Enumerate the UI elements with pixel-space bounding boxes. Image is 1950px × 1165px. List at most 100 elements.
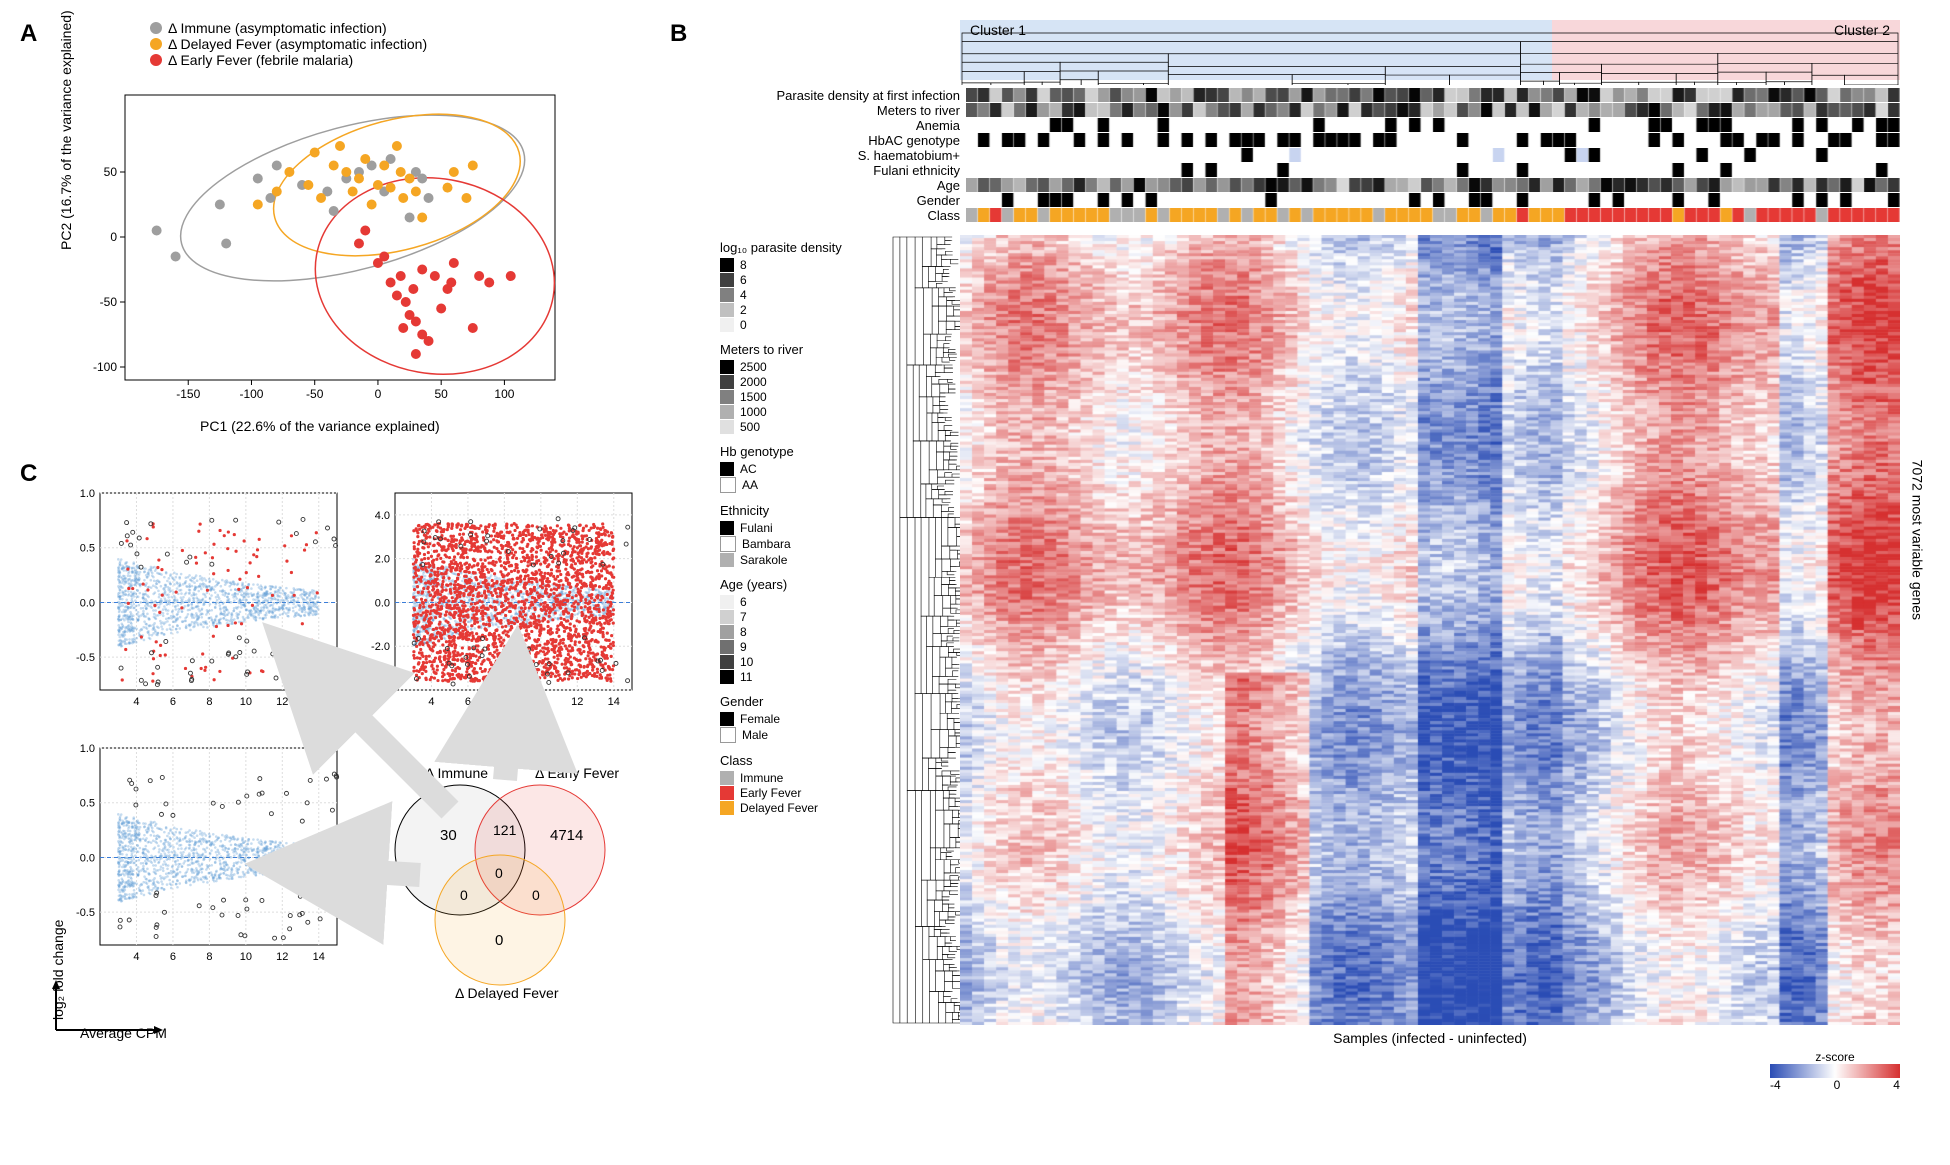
- legend-swatch-icon: [720, 420, 734, 434]
- zscore-colorbar: z-score -4 0 4: [1770, 1050, 1900, 1092]
- panel-a-legend: Δ Immune (asymptomatic infection) Δ Dela…: [150, 20, 427, 68]
- legend-item: 1500: [720, 390, 880, 404]
- legend-item: 10: [720, 655, 880, 669]
- legend-item-label: 4: [740, 288, 747, 302]
- svg-text:50: 50: [434, 387, 448, 401]
- legend-item-label: Bambara: [742, 537, 791, 551]
- svg-text:4: 4: [428, 696, 434, 708]
- legend-item: 2500: [720, 360, 880, 374]
- legend-swatch-icon: [720, 318, 734, 332]
- legend-hb: Hb genotype ACAA: [720, 444, 880, 493]
- legend-item: Female: [720, 712, 880, 726]
- annot-label: Class: [670, 208, 966, 223]
- legend-item-label: 500: [740, 420, 760, 434]
- legend-class: ClassImmuneEarly FeverDelayed Fever: [720, 753, 880, 815]
- legend-item: Bambara: [720, 536, 880, 552]
- legend-title: Hb genotype: [720, 444, 880, 459]
- column-dendrogram: [960, 30, 1900, 85]
- svg-text:-100: -100: [93, 360, 117, 374]
- annotation-block: Parasite density at first infection Mete…: [670, 88, 1900, 223]
- legend-swatch-icon: [720, 625, 734, 639]
- panel-c: C 468101214-0.50.00.51.0 468101214-4.0-2…: [20, 440, 650, 1120]
- svg-text:-50: -50: [306, 387, 324, 401]
- legend-item-label: 2: [740, 303, 747, 317]
- zscore-max: 4: [1893, 1078, 1900, 1092]
- zscore-mid: 0: [1834, 1078, 1841, 1092]
- legend-meters: Meters to river2500200015001000500: [720, 342, 880, 434]
- legend-swatch-icon: [720, 360, 734, 374]
- legend-text: Δ Delayed Fever (asymptomatic infection): [168, 36, 427, 52]
- legend-item-label: 8: [740, 258, 747, 272]
- annot-track: [966, 148, 1900, 162]
- legend-item-label: Fulani: [740, 521, 773, 535]
- annot-track: [966, 103, 1900, 117]
- ma-plot-delayed: 468101214-0.50.00.51.0: [65, 740, 345, 970]
- svg-text:12: 12: [276, 696, 288, 708]
- legend-swatch-icon: [720, 288, 734, 302]
- svg-text:10: 10: [240, 696, 252, 708]
- figure-container: A Δ Immune (asymptomatic infection) Δ De…: [20, 20, 1930, 1120]
- legend-item: 6: [720, 595, 880, 609]
- ma-plot-early: 468101214-4.0-2.00.02.04.0: [360, 485, 640, 715]
- annotation-row: Class: [670, 208, 1900, 223]
- annot-track: [966, 163, 1900, 177]
- annot-label: Gender: [670, 193, 966, 208]
- annotation-row: Meters to river: [670, 103, 1900, 118]
- legend-dot-icon: [150, 54, 162, 66]
- svg-text:8: 8: [206, 696, 212, 708]
- pc1-axis-label: PC1 (22.6% of the variance explained): [200, 418, 440, 434]
- legend-item: 7: [720, 610, 880, 624]
- legend-swatch-icon: [720, 595, 734, 609]
- legend-title: log₁₀ parasite density: [720, 240, 880, 255]
- legend-swatch-icon: [720, 258, 734, 272]
- legend-parasite_density: log₁₀ parasite density86420: [720, 240, 880, 332]
- legend-item-label: AC: [740, 462, 757, 476]
- legend-dot-icon: [150, 38, 162, 50]
- legend-title: Class: [720, 753, 880, 768]
- legend-swatch-icon: [720, 405, 734, 419]
- annot-track: [966, 193, 1900, 207]
- heatmap-right-label: 7072 most variable genes: [1909, 460, 1925, 620]
- legend-item-label: 9: [740, 640, 747, 654]
- legend-item-label: 2500: [740, 360, 767, 374]
- annotation-row: Parasite density at first infection: [670, 88, 1900, 103]
- legend-item-label: 8: [740, 625, 747, 639]
- legend-item-label: Male: [742, 728, 768, 742]
- legend-item: 8: [720, 258, 880, 272]
- legend-delayed: Δ Delayed Fever (asymptomatic infection): [150, 36, 427, 52]
- annotation-row: Gender: [670, 193, 1900, 208]
- svg-text:-100: -100: [239, 387, 263, 401]
- legend-item: Immune: [720, 771, 880, 785]
- annotation-row: Age: [670, 178, 1900, 193]
- legend-title: Age (years): [720, 577, 880, 592]
- legend-swatch-icon: [720, 786, 734, 800]
- legend-swatch-icon: [720, 553, 734, 567]
- legend-item-label: 6: [740, 595, 747, 609]
- svg-text:0.0: 0.0: [375, 597, 390, 609]
- legend-swatch-icon: [720, 670, 734, 684]
- legend-item-label: Early Fever: [740, 786, 801, 800]
- svg-text:4: 4: [133, 696, 139, 708]
- legend-text: Δ Early Fever (febrile malaria): [168, 52, 353, 68]
- svg-text:100: 100: [494, 387, 514, 401]
- legend-title: Ethnicity: [720, 503, 880, 518]
- svg-text:-0.5: -0.5: [76, 652, 95, 664]
- heatmap-legends: log₁₀ parasite density86420Meters to riv…: [720, 240, 880, 825]
- axis-arrows-icon: [38, 980, 168, 1040]
- panel-b: B Cluster 1 Cluster 2 Parasite density a…: [670, 20, 1930, 1120]
- legend-gender: GenderFemaleMale: [720, 694, 880, 743]
- annot-track: [966, 88, 1900, 102]
- svg-text:0: 0: [110, 230, 117, 244]
- annot-label: Meters to river: [670, 103, 966, 118]
- legend-item: Early Fever: [720, 786, 880, 800]
- svg-text:-2.0: -2.0: [371, 641, 390, 653]
- legend-early: Δ Early Fever (febrile malaria): [150, 52, 427, 68]
- legend-item: AA: [720, 477, 880, 493]
- legend-item: 4: [720, 288, 880, 302]
- svg-text:-150: -150: [176, 387, 200, 401]
- svg-text:0: 0: [375, 387, 382, 401]
- svg-text:14: 14: [313, 696, 325, 708]
- ma-plot-immune: 468101214-0.50.00.51.0: [65, 485, 345, 715]
- legend-swatch-icon: [720, 801, 734, 815]
- svg-text:0.5: 0.5: [80, 543, 95, 555]
